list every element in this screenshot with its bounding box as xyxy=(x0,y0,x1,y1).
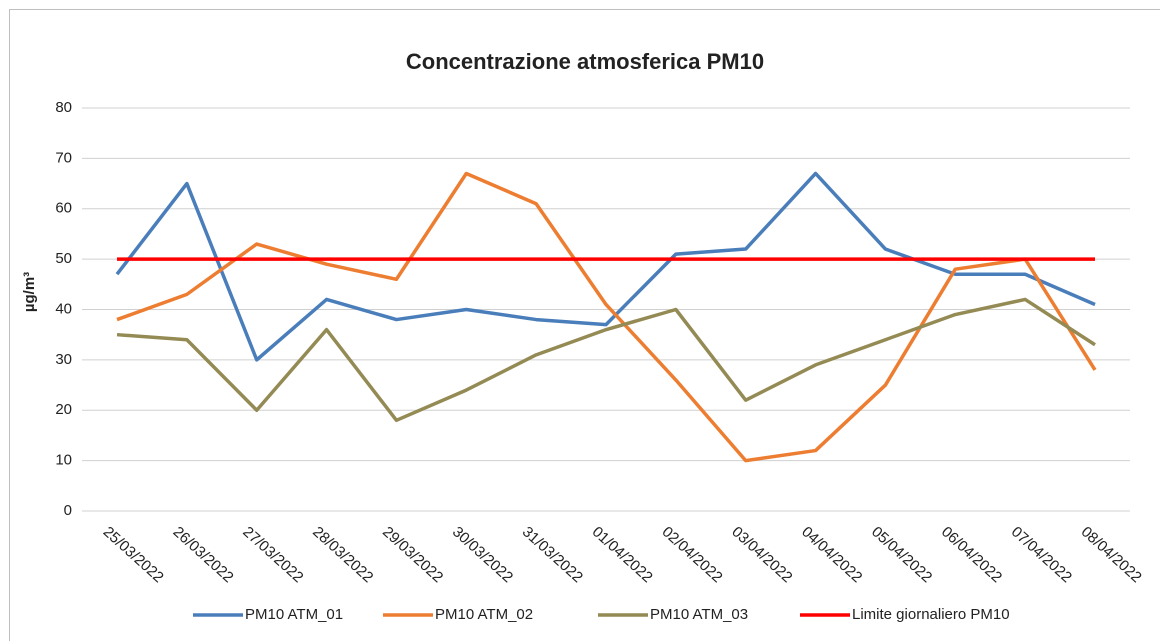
series-line xyxy=(115,171,1096,362)
y-tick-label: 60 xyxy=(55,200,72,217)
y-tick-label: 0 xyxy=(64,502,72,519)
x-tick-label: 04/04/2022 xyxy=(798,523,865,586)
chart-frame xyxy=(9,9,1160,641)
series-line xyxy=(116,171,1097,463)
y-tick-label: 40 xyxy=(55,300,72,317)
x-tick-label: 30/03/2022 xyxy=(449,523,516,586)
x-tick-label: 07/04/2022 xyxy=(1008,523,1075,586)
x-tick-label: 27/03/2022 xyxy=(239,523,306,586)
x-tick-label: 03/04/2022 xyxy=(728,523,795,586)
legend-label: PM10 ATM_01 xyxy=(245,606,343,623)
y-tick-label: 50 xyxy=(55,250,72,267)
x-tick-label: 29/03/2022 xyxy=(379,523,446,586)
y-tick-label: 10 xyxy=(55,452,72,469)
legend-label: PM10 ATM_02 xyxy=(435,606,533,623)
x-tick-label: 06/04/2022 xyxy=(938,523,1005,586)
x-tick-label: 02/04/2022 xyxy=(659,523,726,586)
y-tick-label: 80 xyxy=(55,99,72,116)
y-axis-label: µg/m³ xyxy=(21,272,38,312)
x-tick-label: 01/04/2022 xyxy=(589,523,656,586)
x-tick-label: 31/03/2022 xyxy=(519,523,586,586)
x-tick-label: 26/03/2022 xyxy=(170,523,237,586)
x-tick-label: 08/04/2022 xyxy=(1078,523,1145,586)
y-tick-label: 20 xyxy=(55,401,72,418)
legend-label: PM10 ATM_03 xyxy=(650,606,748,623)
legend-label: Limite giornaliero PM10 xyxy=(852,606,1010,623)
y-tick-label: 70 xyxy=(55,149,72,166)
series-line xyxy=(116,297,1096,423)
chart-title: Concentrazione atmosferica PM10 xyxy=(406,49,764,74)
x-tick-label: 05/04/2022 xyxy=(868,523,935,586)
x-tick-label: 28/03/2022 xyxy=(309,523,376,586)
x-tick-label: 25/03/2022 xyxy=(100,523,167,586)
y-tick-label: 30 xyxy=(55,351,72,368)
